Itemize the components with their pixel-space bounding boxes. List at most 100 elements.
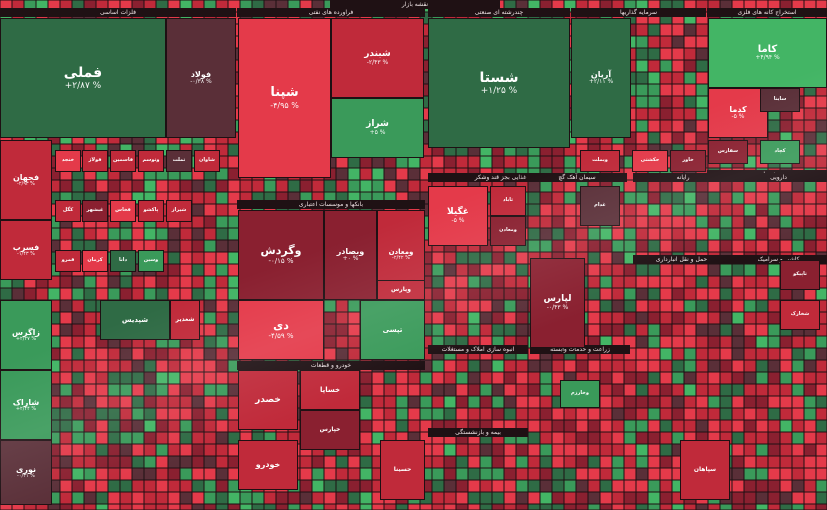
small-tile[interactable]: وتوسم <box>138 150 164 172</box>
mosaic-cell <box>755 371 769 385</box>
small-tile[interactable]: پاکشو <box>138 200 164 222</box>
mosaic-cell <box>203 179 217 193</box>
small-tile[interactable]: خنجد <box>55 150 81 172</box>
mosaic-cell <box>95 419 109 433</box>
sector-header: استخراج کانه های فلزی <box>707 8 827 17</box>
tile-14[interactable]: فجهان -۲/۹۳ % <box>0 140 52 220</box>
tile-2[interactable]: شپنا -۴/۹۵ % <box>238 18 331 178</box>
mosaic-cell <box>275 179 289 193</box>
tile-13[interactable]: غگیلا -۵ % <box>428 186 488 246</box>
small-tile[interactable]: قمرو <box>55 250 81 272</box>
tile-23[interactable]: خودرو <box>238 440 298 490</box>
small-tile[interactable]: ثاباد <box>490 186 526 216</box>
small-tile-symbol: ومعادن <box>499 227 517 234</box>
mosaic-cell <box>611 371 625 385</box>
mosaic-cell <box>107 179 121 193</box>
mosaic-cell <box>491 479 505 493</box>
small-tile[interactable]: کچاد <box>760 140 800 164</box>
small-tile-symbol: وتوسم <box>142 157 160 164</box>
small-tile[interactable]: شیراز <box>166 200 192 222</box>
tile-15[interactable]: فسرب -۱/۴۳ % <box>0 220 52 280</box>
tile-5[interactable]: شستا +۱/۲۵ % <box>428 18 570 148</box>
mosaic-cell <box>707 227 721 241</box>
tile-10[interactable]: وبصادر +۰ % <box>324 210 377 300</box>
mosaic-cell <box>647 23 661 37</box>
tile-20[interactable]: شپدیس <box>100 300 170 340</box>
mosaic-cell <box>635 503 649 510</box>
mosaic-cell <box>191 503 205 510</box>
small-tile[interactable]: فاسمین <box>110 150 136 172</box>
small-tile[interactable]: فخاس <box>110 200 136 222</box>
small-tile[interactable]: ساینا <box>760 88 800 112</box>
mosaic-cell <box>107 227 121 241</box>
mosaic-cell <box>671 335 685 349</box>
tile-symbol: شاراک <box>12 397 40 407</box>
mosaic-cell <box>647 227 661 241</box>
mosaic-cell <box>647 479 661 493</box>
mosaic-cell <box>623 215 637 229</box>
tile-21[interactable]: شغدیر <box>170 300 200 340</box>
tile-28[interactable]: حسینا <box>380 440 425 500</box>
mosaic-cell <box>407 179 421 193</box>
tile-25[interactable]: تپسی <box>360 300 425 360</box>
mosaic-cell <box>131 371 145 385</box>
tile-17[interactable]: شاراک +۲/۴۴ % <box>0 370 52 440</box>
tile-8[interactable]: کدما -۵ % <box>708 88 768 138</box>
tile-26[interactable]: وپارس <box>377 280 425 300</box>
small-tile[interactable]: فولاژ <box>82 150 108 172</box>
mosaic-cell <box>695 83 709 97</box>
mosaic-cell <box>659 215 673 229</box>
small-tile[interactable]: غدام <box>580 186 620 226</box>
mosaic-cell <box>191 203 205 217</box>
mosaic-cell <box>335 491 349 505</box>
small-tile[interactable]: شاوان <box>194 150 220 172</box>
small-tile-symbol: شاوان <box>199 157 215 164</box>
mosaic-cell <box>743 347 757 361</box>
small-tile[interactable]: کرمان <box>82 250 108 272</box>
mosaic-cell <box>59 359 73 373</box>
tile-7[interactable]: کاما +۴/۹۴ % <box>708 18 827 88</box>
small-tile[interactable]: وسین <box>138 250 164 272</box>
small-tile[interactable]: وخارزم <box>560 380 600 408</box>
mosaic-cell <box>71 455 85 469</box>
sector-header: حمل و نقل انبارداری <box>633 255 730 264</box>
tile-22[interactable]: خساپا <box>300 370 360 410</box>
tile-29[interactable]: سپاهان <box>680 440 730 500</box>
mosaic-cell <box>647 455 661 469</box>
small-tile[interactable]: تملت <box>166 150 192 172</box>
tile-3[interactable]: شبندر -۲/۴۳ % <box>331 18 424 98</box>
tile-4[interactable]: شراز +۵ % <box>331 98 424 158</box>
small-tile[interactable]: ومعادن <box>490 216 526 246</box>
mosaic-cell <box>731 443 745 457</box>
mosaic-cell <box>527 359 541 373</box>
mosaic-cell <box>131 443 145 457</box>
tile-24[interactable]: خپارس <box>300 410 360 450</box>
small-tile[interactable]: وبملت <box>580 150 620 172</box>
small-tile[interactable]: سفارس <box>708 140 748 164</box>
mosaic-cell <box>479 467 493 481</box>
small-tile-symbol: وسین <box>143 257 159 264</box>
small-tile[interactable]: خاور <box>670 150 706 172</box>
tile-27[interactable]: لپارس -۰/۴۳ % <box>530 258 585 348</box>
tile-12[interactable]: دی -۴/۵۹ % <box>238 300 324 360</box>
tile-19[interactable]: خصدر <box>238 370 298 430</box>
small-tile[interactable]: غبشهر <box>82 200 108 222</box>
tile-0[interactable]: فملی +۲/۸۷ % <box>0 18 166 138</box>
mosaic-cell <box>479 371 493 385</box>
small-tile[interactable]: تاپیکو <box>780 260 820 290</box>
mosaic-cell <box>83 395 97 409</box>
small-tile[interactable]: دانا <box>110 250 136 272</box>
small-tile[interactable]: حکشتی <box>632 150 668 172</box>
mosaic-cell <box>479 455 493 469</box>
mosaic-cell <box>791 335 805 349</box>
tile-9[interactable]: وگردش -۰/۱۵ % <box>238 210 324 300</box>
tile-6[interactable]: آریان +۲/۱۱ % <box>571 18 631 138</box>
small-tile[interactable]: شخارک <box>780 300 820 330</box>
tile-18[interactable]: نوری -۰/۳۱ % <box>0 440 52 505</box>
mosaic-cell <box>419 371 433 385</box>
mosaic-cell <box>503 359 517 373</box>
small-tile[interactable]: کگل <box>55 200 81 222</box>
tile-1[interactable]: فولاد -۰/۳۸ % <box>166 18 236 138</box>
tile-16[interactable]: زاگرس +۲/۲۷ % <box>0 300 52 370</box>
mosaic-cell <box>215 323 229 337</box>
